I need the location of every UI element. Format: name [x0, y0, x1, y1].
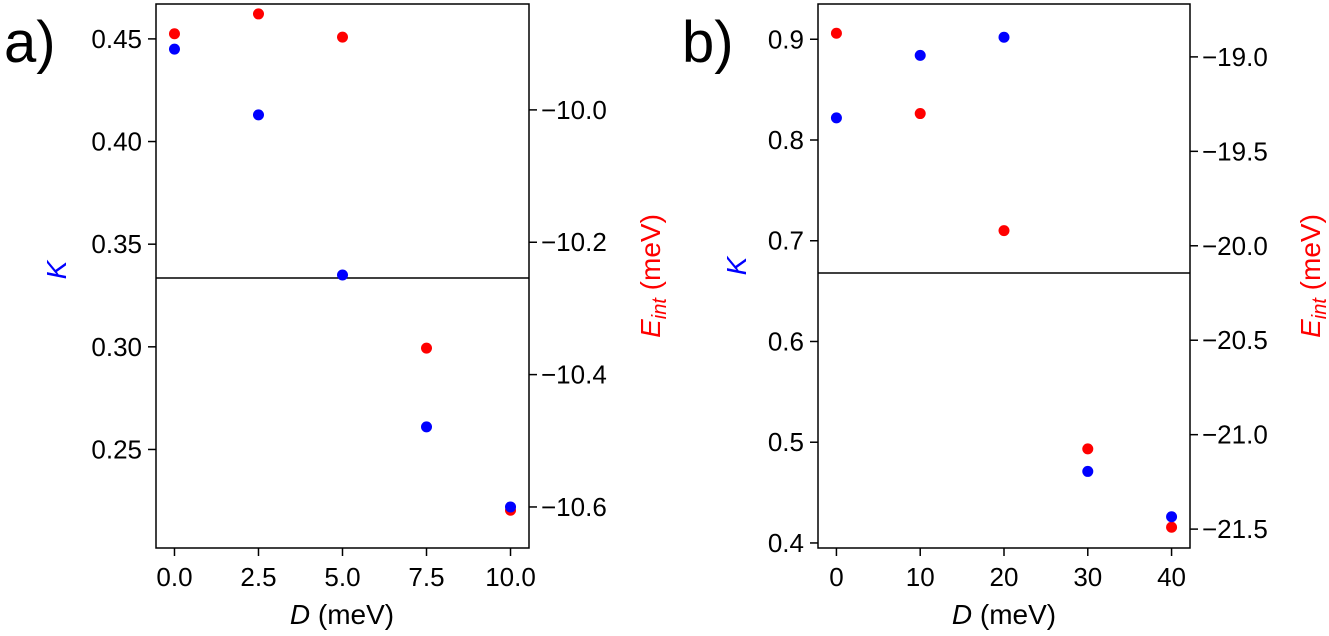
panel-a-label: a)	[4, 10, 56, 75]
panel-a-eint-point	[421, 342, 433, 354]
panel-b-left-y-tick-label: 0.5	[768, 427, 804, 457]
panel-b-x-axis-title: D (meV)	[952, 599, 1056, 630]
panel-b-right-y-tick-label: −20.5	[1202, 325, 1268, 355]
panel-b-right-y-tick-label: −19.5	[1202, 136, 1268, 166]
panel-b-left-y-tick-label: 0.6	[768, 326, 804, 356]
panel-a-eint-point	[252, 8, 264, 20]
panel-b-right-y-tick-label: −19.0	[1202, 42, 1268, 72]
panel-a-left-y-tick-label: 0.45	[91, 24, 142, 54]
panel-b-right-y-tick-label: −21.5	[1202, 514, 1268, 544]
panel-a-left-y-axis-title: K	[41, 259, 72, 279]
panel-a-k-series	[168, 43, 517, 513]
panel-a-right-y-axis-title: Eint (meV)	[635, 214, 671, 338]
panel-a-left-y-tick-label: 0.30	[91, 332, 142, 362]
panel-b-k-point	[1082, 465, 1094, 477]
panel-b-left-y-tick-label: 0.9	[768, 24, 804, 54]
panel-b-x-tick-label: 30	[1073, 562, 1102, 592]
panel-a-eint-series	[168, 8, 517, 516]
panel-b-right-y-axis-title: Eint (meV)	[1295, 214, 1329, 338]
panel-b-k-point	[1166, 511, 1178, 523]
panel-b-right-y-tick-label: −21.0	[1202, 420, 1268, 450]
panel-b-eint-point	[1166, 521, 1178, 533]
panel-b-x-tick-label: 0	[829, 562, 843, 592]
panel-b-left-y-tick-label: 0.8	[768, 125, 804, 155]
panel-b-label: b)	[682, 10, 734, 75]
panel-b-eint-point	[998, 225, 1010, 237]
panel-a-eint-point	[168, 28, 180, 40]
panel-a-eint-point	[337, 31, 348, 43]
panel-a-right-y-tick-label: −10.4	[541, 360, 607, 390]
panel-a-right-y-tick-label: −10.2	[541, 227, 607, 257]
panel-a-ticks: 0.0 2.5 5.0 7.5 10.0 0.25 0.30 0.35 0.40 0.45 −10.…	[91, 24, 606, 592]
panel-b-right-y-tick-label: −20.0	[1202, 231, 1268, 261]
panel-a-left-y-tick-label: 0.25	[91, 434, 142, 464]
panel-a-right-y-tick-label: −10.0	[541, 95, 607, 125]
panel-b-x-tick-label: 10	[906, 562, 935, 592]
panel-a-x-tick-label: 5.0	[324, 562, 360, 592]
panel-a-k-point	[421, 421, 433, 433]
panel-b: b) 0 10 20 30 40 0.4 0.5 0.6 0.7 0.8 0.9 −21.5 −21.0…	[682, 3, 1329, 630]
panel-b-eint-point	[1082, 443, 1094, 455]
panel-b-left-y-axis-title: K	[721, 255, 752, 275]
panel-b-x-tick-label: 20	[990, 562, 1019, 592]
panel-a-k-point	[337, 269, 348, 281]
panel-b-eint-series	[830, 27, 1178, 533]
panel-a-left-y-tick-label: 0.35	[91, 229, 142, 259]
panel-b-plot-frame	[817, 3, 1191, 549]
panel-b-eint-point	[830, 27, 842, 39]
panel-a-x-axis-title: D (meV)	[290, 599, 394, 630]
panel-b-left-y-tick-label: 0.7	[768, 226, 804, 256]
panel-a-k-point	[252, 109, 264, 121]
panel-b-x-tick-label: 40	[1157, 562, 1186, 592]
panel-b-ticks: 0 10 20 30 40 0.4 0.5 0.6 0.7 0.8 0.9 −21.5 −21.0 −20…	[768, 24, 1268, 592]
panel-a-k-point	[505, 501, 517, 513]
panel-a-k-point	[168, 43, 180, 55]
panel-b-k-point	[830, 112, 842, 124]
panel-a: a) 0.0 2.5 5.0 7.5 10.0 0.25 0.30 0.35 0.40 0.45 −…	[4, 3, 671, 630]
panel-b-left-y-tick-label: 0.4	[768, 528, 804, 558]
panel-b-k-point	[998, 31, 1010, 43]
panel-a-left-y-tick-label: 0.40	[91, 127, 142, 157]
panel-b-eint-point	[914, 108, 926, 120]
panel-b-k-series	[830, 31, 1178, 523]
panel-a-x-tick-label: 7.5	[408, 562, 444, 592]
panel-a-x-tick-label: 2.5	[240, 562, 276, 592]
panel-a-x-tick-label: 0.0	[156, 562, 192, 592]
panel-b-k-point	[914, 49, 926, 61]
panel-a-right-y-tick-label: −10.6	[541, 492, 607, 522]
panel-a-x-tick-label: 10.0	[485, 562, 536, 592]
